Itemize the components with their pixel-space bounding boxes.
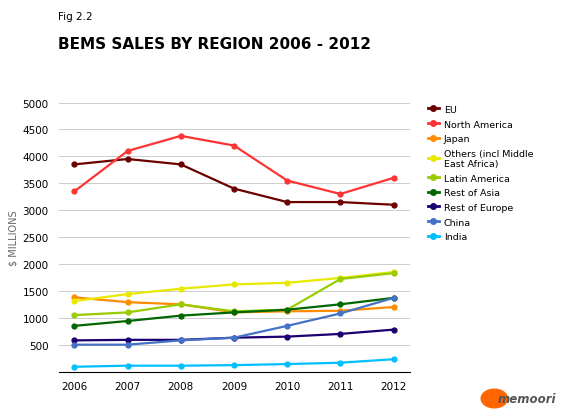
Circle shape bbox=[481, 389, 508, 408]
Legend: EU, North America, Japan, Others (incl Middle
East Africa), Latin America, Rest : EU, North America, Japan, Others (incl M… bbox=[425, 102, 536, 244]
Text: BEMS SALES BY REGION 2006 - 2012: BEMS SALES BY REGION 2006 - 2012 bbox=[58, 37, 371, 52]
Text: Fig 2.2: Fig 2.2 bbox=[58, 12, 93, 22]
Y-axis label: $ MILLIONS: $ MILLIONS bbox=[8, 210, 18, 265]
Text: memoori: memoori bbox=[497, 392, 556, 405]
